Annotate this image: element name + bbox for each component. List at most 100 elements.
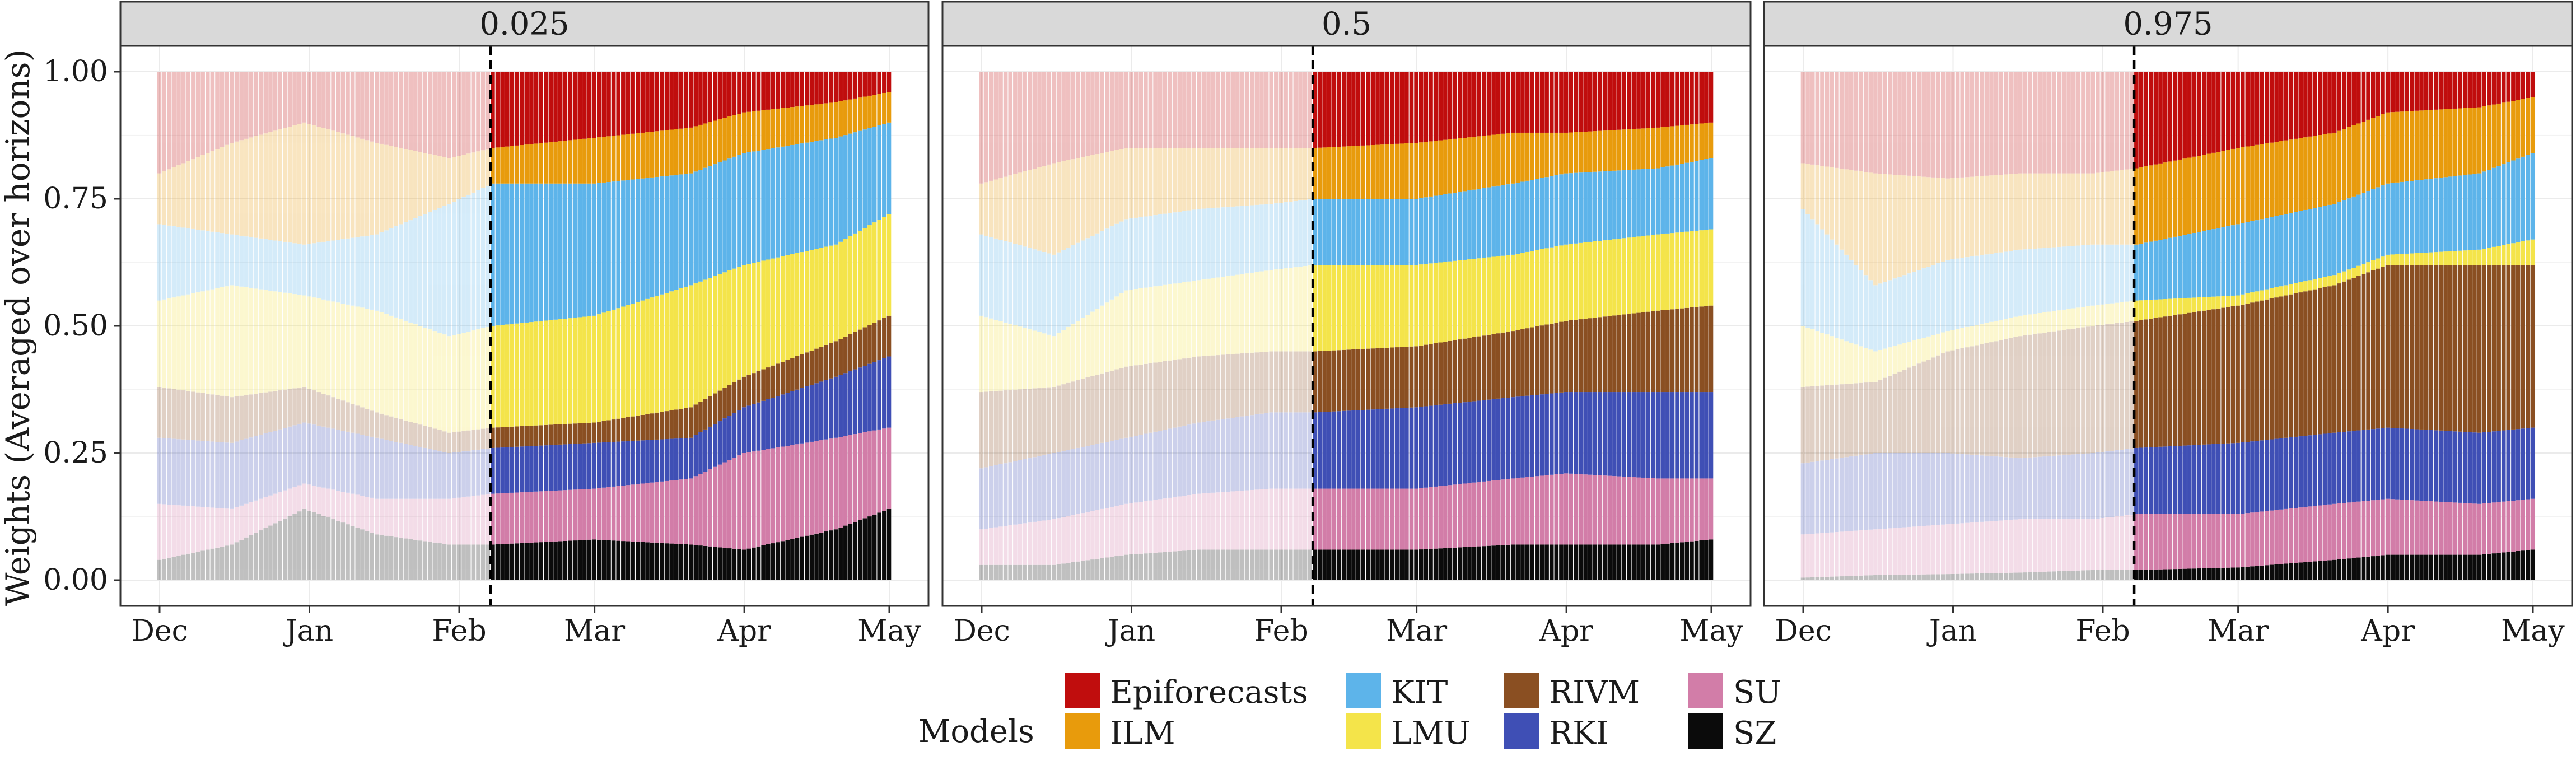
bar-segment-ilm (1457, 138, 1462, 192)
bar-segment-lmu (1163, 284, 1168, 361)
bar-segment-epiforecasts (403, 72, 408, 150)
bar-segment-rki (1622, 392, 1626, 477)
bar-segment-epiforecasts (1588, 72, 1593, 132)
bar-segment-sz (2096, 570, 2100, 580)
day-bar (1830, 72, 1835, 580)
bar-segment-epiforecasts (350, 72, 355, 137)
bar-segment-ilm (471, 152, 476, 193)
bar-segment-su (2332, 503, 2337, 560)
bar-segment-sz (1197, 549, 1201, 580)
bar-segment-lmu (596, 314, 601, 422)
bar-segment-su (1216, 492, 1221, 550)
bar-segment-lmu (2226, 296, 2230, 307)
bar-segment-lmu (1443, 262, 1448, 342)
bar-segment-ilm (2216, 152, 2221, 228)
bar-segment-rivm (2250, 302, 2255, 442)
day-bar (1153, 72, 1158, 580)
bar-segment-ilm (1438, 140, 1443, 195)
bar-segment-epiforecasts (2419, 72, 2424, 111)
bar-segment-sz (2269, 564, 2274, 580)
bar-segment-kit (292, 243, 297, 295)
bar-segment-rivm (302, 386, 307, 423)
bar-segment-sz (1679, 542, 1684, 580)
legend-swatch (1065, 713, 1100, 749)
bar-segment-rivm (722, 388, 727, 419)
bar-segment-epiforecasts (529, 72, 534, 144)
bar-segment-su (592, 488, 596, 540)
bar-segment-su (2337, 503, 2342, 559)
bar-segment-kit (2226, 226, 2230, 296)
day-bar (2400, 72, 2405, 580)
bar-segment-rki (2419, 429, 2424, 501)
day-bar (1482, 72, 1486, 580)
bar-segment-ilm (2356, 123, 2361, 195)
bar-segment-lmu (1418, 264, 1424, 346)
bar-segment-su (1269, 488, 1274, 550)
bar-segment-sz (1960, 573, 1965, 580)
bar-segment-rivm (1612, 315, 1617, 393)
bar-segment-sz (1989, 573, 1994, 580)
bar-segment-su (1109, 507, 1114, 557)
bar-segment-rivm (1530, 327, 1534, 395)
bar-segment-rki (2482, 432, 2486, 503)
bar-segment-rivm (2434, 265, 2438, 431)
bar-segment-rki (1902, 453, 1907, 528)
bar-segment-epiforecasts (1800, 72, 1805, 164)
bar-segment-ilm (2424, 110, 2429, 180)
legend-swatch (1688, 713, 1723, 749)
bar-segment-kit (1211, 208, 1216, 278)
bar-segment-rki (1264, 413, 1269, 489)
bar-segment-ilm (1288, 148, 1293, 202)
day-bar (2168, 72, 2173, 580)
bar-segment-epiforecasts (1206, 72, 1211, 148)
day-bar (1293, 72, 1298, 580)
bar-segment-sz (335, 521, 340, 580)
bar-segment-rivm (1863, 382, 1868, 455)
bar-segment-su (2211, 514, 2216, 568)
bar-segment-rivm (872, 323, 877, 362)
bar-segment-ilm (1926, 177, 1931, 267)
bar-segment-lmu (2501, 245, 2506, 265)
bar-segment-rivm (814, 348, 819, 384)
bar-segment-rivm (776, 363, 780, 396)
bar-segment-rivm (491, 427, 495, 448)
bar-segment-rivm (2279, 296, 2284, 438)
bar-segment-sz (1583, 544, 1588, 580)
bar-segment-epiforecasts (1815, 72, 1820, 166)
bar-segment-kit (631, 179, 635, 304)
bar-segment-ilm (1965, 177, 1970, 258)
bar-segment-epiforecasts (394, 72, 399, 147)
bar-segment-epiforecasts (1651, 72, 1655, 128)
bar-segment-epiforecasts (592, 72, 596, 138)
bar-segment-su (611, 486, 616, 541)
bar-segment-su (1598, 475, 1602, 545)
bar-segment-su (200, 507, 205, 551)
bar-segment-kit (1491, 186, 1496, 257)
bar-segment-kit (340, 239, 346, 304)
bar-segment-rivm (1859, 382, 1863, 455)
bar-segment-kit (176, 227, 181, 297)
bar-segment-sz (1612, 544, 1617, 580)
bar-segment-rki (2211, 444, 2216, 514)
bar-segment-kit (534, 183, 539, 322)
day-bar (2434, 72, 2438, 580)
bar-segment-epiforecasts (1293, 72, 1298, 148)
bar-segment-lmu (1394, 265, 1399, 348)
bar-segment-rivm (2496, 265, 2501, 431)
bar-segment-lmu (2076, 307, 2081, 328)
bar-segment-sz (2346, 558, 2351, 580)
bar-segment-ilm (1665, 127, 1670, 167)
bar-segment-lmu (1201, 279, 1206, 356)
day-bar (1008, 72, 1013, 580)
bar-segment-sz (548, 542, 553, 580)
bar-segment-ilm (2332, 132, 2337, 204)
bar-segment-sz (157, 559, 162, 580)
bar-segment-su (979, 529, 984, 565)
bar-segment-sz (1322, 549, 1327, 580)
bar-segment-su (1351, 488, 1356, 550)
day-bar (2516, 72, 2521, 580)
bar-segment-sz (534, 542, 539, 580)
bar-segment-rivm (1868, 382, 1873, 454)
day-bar (1288, 72, 1293, 580)
